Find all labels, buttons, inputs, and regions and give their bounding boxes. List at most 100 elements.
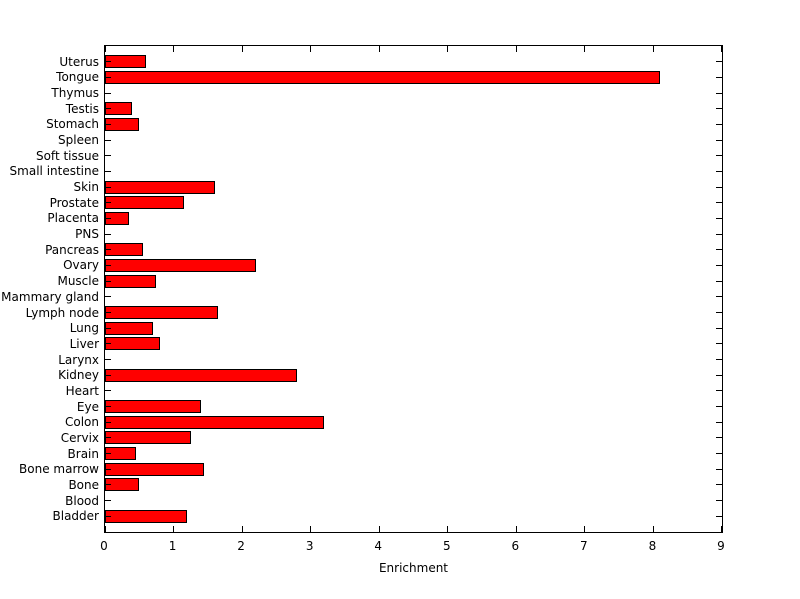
- bar-eye: [105, 400, 201, 414]
- y-tick-left: [105, 515, 111, 517]
- y-tick-right: [716, 76, 722, 78]
- x-tick-label-0: 0: [100, 539, 108, 553]
- y-tick-right: [716, 92, 722, 94]
- y-tick-left: [105, 359, 111, 361]
- y-axis-label-eye: Eye: [76, 399, 99, 414]
- y-tick-left: [105, 406, 111, 408]
- y-axis-label-blood: Blood: [65, 493, 99, 508]
- y-tick-left: [105, 92, 111, 94]
- y-tick-left: [105, 217, 111, 219]
- y-tick-right: [716, 406, 722, 408]
- y-axis-label-pns: PNS: [75, 227, 99, 242]
- y-tick-right: [716, 186, 722, 188]
- y-tick-left: [105, 468, 111, 470]
- x-tick-label-6: 6: [511, 539, 520, 553]
- y-axis-label-muscle: Muscle: [57, 274, 99, 289]
- y-tick-left: [105, 186, 111, 188]
- x-tick-label-5: 5: [442, 539, 451, 553]
- x-tick-label-4: 4: [374, 539, 383, 553]
- y-axis-label-mammary-gland: Mammary gland: [1, 289, 99, 304]
- bar-cervix: [105, 431, 191, 445]
- y-tick-left: [105, 390, 111, 392]
- y-tick-right: [716, 453, 722, 455]
- bar-bladder: [105, 509, 188, 523]
- bar-ovary: [105, 258, 256, 272]
- y-tick-right: [716, 139, 722, 141]
- y-tick-right: [716, 500, 722, 502]
- y-axis-label-testis: Testis: [65, 101, 99, 116]
- y-tick-right: [716, 390, 722, 392]
- y-tick-left: [105, 296, 111, 298]
- bar-tongue: [105, 70, 661, 84]
- y-tick-left: [105, 374, 111, 376]
- y-axis-label-cervix: Cervix: [60, 430, 99, 445]
- y-axis-label-spleen: Spleen: [58, 133, 99, 148]
- y-axis-label-kidney: Kidney: [58, 368, 99, 383]
- y-tick-left: [105, 312, 111, 314]
- x-tick-bottom: [105, 526, 106, 532]
- y-tick-left: [105, 123, 111, 125]
- x-tick-bottom: [515, 526, 517, 532]
- y-tick-right: [716, 108, 722, 110]
- x-tick-label-2: 2: [237, 539, 245, 553]
- y-axis-label-bone-marrow: Bone marrow: [19, 462, 99, 477]
- x-tick-top: [105, 46, 106, 52]
- y-tick-right: [716, 123, 722, 125]
- y-tick-left: [105, 343, 111, 345]
- y-tick-left: [105, 249, 111, 251]
- y-tick-left: [105, 421, 111, 423]
- y-axis-label-bladder: Bladder: [52, 509, 99, 524]
- y-tick-left: [105, 76, 111, 78]
- bar-liver: [105, 337, 160, 351]
- x-tick-bottom: [173, 526, 175, 532]
- x-tick-label-1: 1: [168, 539, 177, 553]
- x-tick-top: [515, 46, 517, 52]
- x-tick-bottom: [584, 526, 586, 532]
- y-tick-right: [716, 280, 722, 282]
- x-tick-bottom: [721, 526, 722, 532]
- y-axis-label-pancreas: Pancreas: [45, 242, 99, 257]
- y-tick-left: [105, 437, 111, 439]
- y-tick-right: [716, 437, 722, 439]
- x-tick-bottom: [378, 526, 380, 532]
- x-tick-top: [721, 46, 722, 52]
- y-tick-right: [716, 217, 722, 219]
- bar-muscle: [105, 274, 157, 288]
- y-tick-right: [716, 61, 722, 63]
- x-tick-top: [447, 46, 449, 52]
- x-tick-label-8: 8: [648, 539, 657, 553]
- x-tick-bottom: [241, 526, 243, 532]
- y-tick-left: [105, 264, 111, 266]
- x-tick-top: [173, 46, 175, 52]
- y-tick-right: [716, 484, 722, 486]
- x-tick-top: [241, 46, 243, 52]
- y-axis-label-liver: Liver: [69, 336, 99, 351]
- y-axis-label-bone: Bone: [68, 477, 99, 492]
- y-tick-left: [105, 139, 111, 141]
- x-tick-top: [652, 46, 654, 52]
- y-axis-label-heart: Heart: [65, 383, 99, 398]
- y-tick-right: [716, 374, 722, 376]
- y-tick-right: [716, 421, 722, 423]
- y-tick-right: [716, 515, 722, 517]
- bar-colon: [105, 415, 325, 429]
- y-tick-left: [105, 233, 111, 235]
- bar-lung: [105, 321, 153, 335]
- y-tick-right: [716, 468, 722, 470]
- y-axis-label-brain: Brain: [67, 446, 99, 461]
- y-axis-label-thymus: Thymus: [51, 86, 99, 101]
- x-tick-label-7: 7: [580, 539, 588, 553]
- y-tick-right: [716, 296, 722, 298]
- y-axis-label-tongue: Tongue: [56, 70, 99, 85]
- y-axis-label-soft-tissue: Soft tissue: [35, 148, 99, 163]
- y-axis-label-lung: Lung: [69, 321, 99, 336]
- y-tick-right: [716, 202, 722, 204]
- y-tick-right: [716, 249, 722, 251]
- x-tick-top: [378, 46, 380, 52]
- y-tick-right: [716, 264, 722, 266]
- y-tick-left: [105, 280, 111, 282]
- y-tick-left: [105, 500, 111, 502]
- y-axis-label-ovary: Ovary: [63, 258, 99, 273]
- y-axis-label-prostate: Prostate: [49, 195, 99, 210]
